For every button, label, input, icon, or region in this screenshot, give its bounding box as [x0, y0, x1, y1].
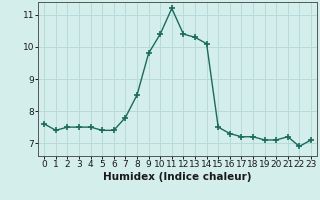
X-axis label: Humidex (Indice chaleur): Humidex (Indice chaleur): [103, 172, 252, 182]
